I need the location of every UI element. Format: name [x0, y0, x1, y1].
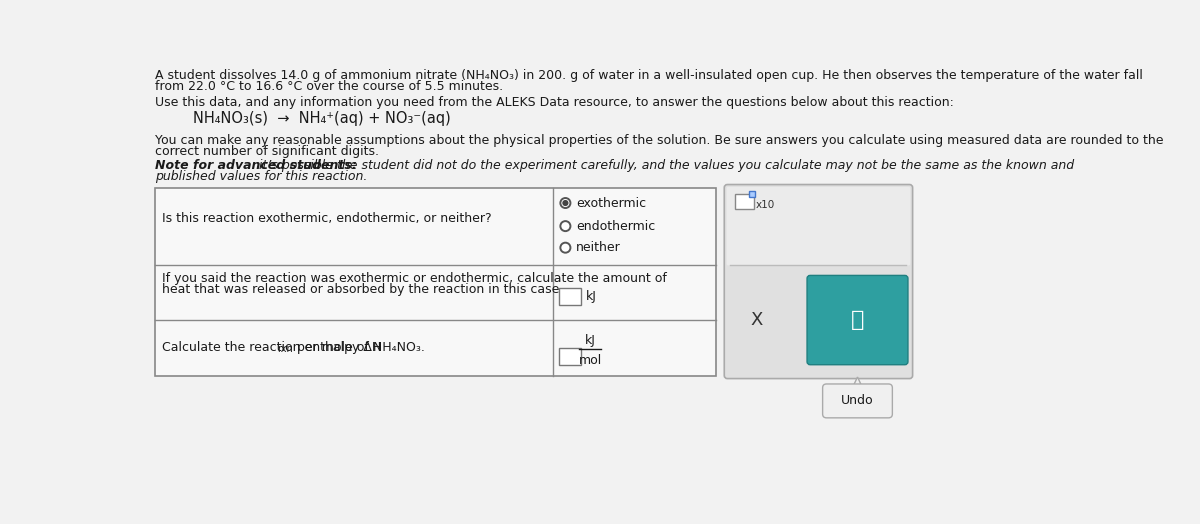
Text: Undo: Undo	[841, 395, 874, 408]
Text: Use this data, and any information you need from the ALEKS Data resource, to ans: Use this data, and any information you n…	[155, 96, 954, 109]
Text: 👆: 👆	[851, 310, 864, 330]
Text: Is this reaction exothermic, endothermic, or neither?: Is this reaction exothermic, endothermic…	[162, 212, 492, 225]
Circle shape	[560, 221, 570, 231]
Text: mol: mol	[578, 354, 602, 367]
Text: exothermic: exothermic	[576, 196, 647, 210]
Text: kJ: kJ	[584, 334, 595, 346]
Bar	[559, 348, 581, 365]
Text: endothermic: endothermic	[576, 220, 655, 233]
Bar	[736, 194, 754, 209]
FancyBboxPatch shape	[823, 384, 893, 418]
Text: published values for this reaction.: published values for this reaction.	[155, 170, 367, 183]
Circle shape	[560, 243, 570, 253]
Text: rxn: rxn	[277, 344, 293, 354]
Text: A student dissolves 14.0 g of ammonium nitrate (NH₄NO₃) in 200. g of water in a : A student dissolves 14.0 g of ammonium n…	[155, 69, 1142, 82]
Text: X: X	[751, 311, 763, 329]
Text: You can make any reasonable assumptions about the physical properties of the sol: You can make any reasonable assumptions …	[155, 134, 1163, 147]
Text: Calculate the reaction enthalpy ΔH: Calculate the reaction enthalpy ΔH	[162, 341, 382, 354]
Text: correct number of significant digits.: correct number of significant digits.	[155, 145, 379, 158]
Text: heat that was released or absorbed by the reaction in this case.: heat that was released or absorbed by th…	[162, 283, 564, 296]
Bar	[749, 191, 755, 197]
FancyBboxPatch shape	[808, 276, 908, 365]
Text: Note for advanced students:: Note for advanced students:	[155, 159, 356, 172]
Bar	[559, 288, 581, 304]
Polygon shape	[851, 377, 864, 390]
Circle shape	[560, 198, 570, 208]
Text: from 22.0 °C to 16.6 °C over the course of 5.5 minutes.: from 22.0 °C to 16.6 °C over the course …	[155, 80, 503, 93]
Text: per mole of NH₄NO₃.: per mole of NH₄NO₃.	[293, 341, 425, 354]
Bar	[155, 188, 715, 376]
FancyBboxPatch shape	[725, 184, 913, 378]
Text: kJ: kJ	[586, 290, 596, 303]
Text: it’s possible the student did not do the experiment carefully, and the values yo: it’s possible the student did not do the…	[256, 159, 1074, 172]
FancyBboxPatch shape	[727, 187, 911, 265]
Text: NH₄NO₃(s)  →  NH₄⁺(aq) + NO₃⁻(aq): NH₄NO₃(s) → NH₄⁺(aq) + NO₃⁻(aq)	[193, 112, 450, 126]
Circle shape	[563, 200, 569, 206]
Text: x10: x10	[755, 200, 774, 210]
Text: neither: neither	[576, 241, 622, 254]
Text: If you said the reaction was exothermic or endothermic, calculate the amount of: If you said the reaction was exothermic …	[162, 272, 667, 286]
